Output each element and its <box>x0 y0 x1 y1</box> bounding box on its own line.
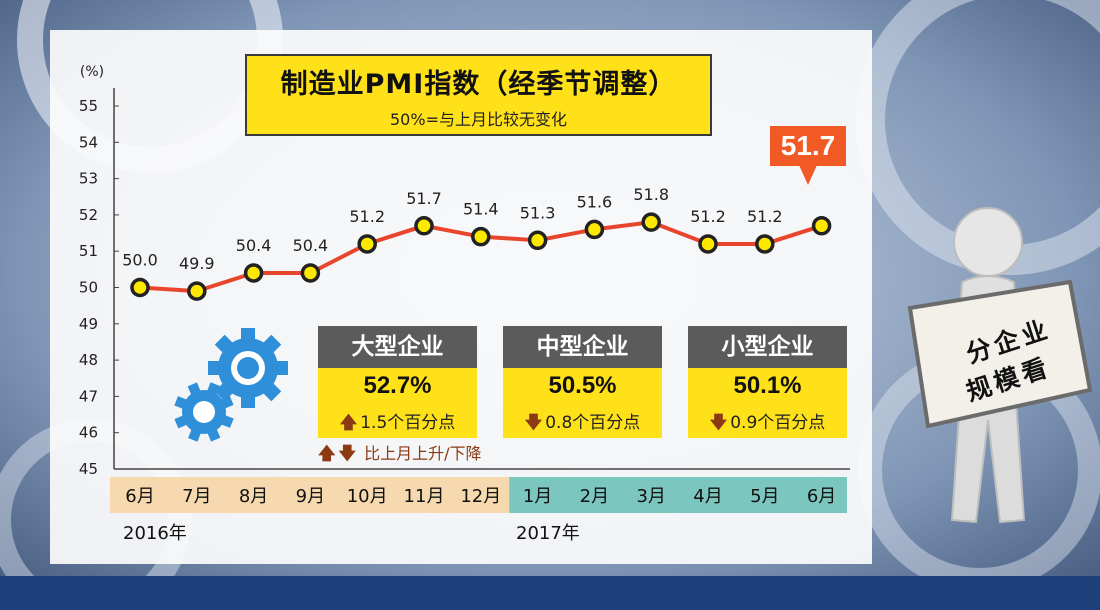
up-arrow-icon: 🡅 <box>318 444 336 464</box>
gear-tooth <box>206 382 220 396</box>
gear-tooth <box>174 415 188 429</box>
y-tick-label: 45 <box>79 460 98 478</box>
data-point <box>698 234 718 254</box>
down-arrow-icon: 🡇 <box>524 413 543 433</box>
y-tick-label: 50 <box>79 279 98 297</box>
highlight-value-callout: 51.7 <box>770 126 846 166</box>
data-label: 51.2 <box>747 207 783 226</box>
gear-tooth <box>174 396 188 410</box>
person-holding-sign-icon <box>907 207 1093 524</box>
data-point <box>811 216 832 236</box>
data-label: 51.4 <box>463 200 499 219</box>
x-tick-label: 3月 <box>636 486 665 507</box>
x-tick-label: 5月 <box>750 486 779 507</box>
year-label-2017: 2017年 <box>516 523 580 544</box>
legend-note-text: 比上月上升/下降 <box>364 444 482 463</box>
data-label: 51.8 <box>633 185 669 204</box>
y-tick-label: 46 <box>79 424 98 442</box>
down-arrow-icon: 🡇 <box>338 444 356 464</box>
gear-tooth <box>241 328 255 342</box>
gear-tooth <box>241 394 255 408</box>
data-label: 51.2 <box>349 207 385 226</box>
gear-tooth <box>220 414 234 428</box>
y-tick-label: 51 <box>79 242 98 260</box>
x-tick-label: 6月 <box>125 486 154 507</box>
card-title: 中型企业 <box>503 326 662 368</box>
chart-subtitle: 50%=与上月比较无变化 <box>390 110 567 129</box>
card-value: 50.1% <box>733 372 802 399</box>
gear-tooth <box>207 428 221 442</box>
card-change: 1.5个百分点 <box>360 413 456 433</box>
data-point <box>584 219 605 240</box>
card-title: 小型企业 <box>688 326 847 368</box>
x-tick-label: 10月 <box>347 486 388 507</box>
data-label: 50.4 <box>236 236 272 255</box>
y-tick-label: 55 <box>79 97 98 115</box>
y-tick-label: 47 <box>79 387 98 405</box>
data-label: 51.6 <box>577 192 613 211</box>
data-point <box>641 212 661 232</box>
x-tick-label: 6月 <box>807 486 836 507</box>
card-value: 50.5% <box>548 372 617 399</box>
data-point <box>357 234 377 254</box>
gear-tooth <box>188 428 202 442</box>
gear-icon <box>174 328 288 442</box>
y-axis-unit: (%) <box>80 64 104 80</box>
up-arrow-icon: 🡅 <box>339 413 358 433</box>
card-change: 0.8个百分点 <box>545 413 641 433</box>
y-tick-label: 54 <box>79 133 98 151</box>
x-tick-label: 1月 <box>523 486 552 507</box>
data-point <box>414 216 434 236</box>
y-tick-label: 53 <box>79 170 98 188</box>
y-tick-label: 48 <box>79 351 98 369</box>
gear-tooth <box>187 382 201 396</box>
data-label: 50.4 <box>293 236 329 255</box>
gear-tooth <box>274 361 288 375</box>
gear-tooth <box>220 395 234 409</box>
x-tick-label: 12月 <box>460 486 501 507</box>
data-label: 50.0 <box>122 251 158 270</box>
y-tick-label: 52 <box>79 206 98 224</box>
data-point <box>243 263 264 283</box>
year-label-2016: 2016年 <box>123 523 187 544</box>
data-point <box>471 226 491 247</box>
year-band-2016 <box>110 477 510 513</box>
year-band-2017 <box>509 477 847 513</box>
card-change: 0.9个百分点 <box>730 413 826 433</box>
legend-note: 🡅 🡇 比上月上升/下降 <box>318 440 481 470</box>
card-small-enterprise: 小型企业 50.1% 🡇 0.9个百分点 <box>688 326 847 438</box>
data-label: 49.9 <box>179 254 215 273</box>
card-title: 大型企业 <box>318 326 477 368</box>
data-point <box>130 277 150 298</box>
data-point <box>755 234 775 254</box>
data-label: 51.7 <box>406 189 442 208</box>
down-arrow-icon: 🡇 <box>709 413 728 433</box>
card-value: 52.7% <box>363 372 432 399</box>
y-tick-label: 49 <box>79 315 98 333</box>
data-point <box>527 230 548 251</box>
x-tick-label: 9月 <box>296 486 325 507</box>
data-label: 51.2 <box>690 207 726 226</box>
data-label: 51.3 <box>520 203 556 222</box>
data-point <box>300 263 321 283</box>
x-tick-label: 8月 <box>239 486 268 507</box>
chart-title-box: 制造业PMI指数（经季节调整） 50%=与上月比较无变化 <box>245 54 712 136</box>
card-large-enterprise: 大型企业 52.7% 🡅 1.5个百分点 <box>318 326 477 438</box>
gear-tooth <box>208 361 222 375</box>
x-tick-label: 11月 <box>404 486 445 507</box>
x-tick-label: 2月 <box>580 486 609 507</box>
card-medium-enterprise: 中型企业 50.5% 🡇 0.8个百分点 <box>503 326 662 438</box>
data-point <box>187 281 207 301</box>
chart-title: 制造业PMI指数（经季节调整） <box>280 69 677 100</box>
x-tick-label: 7月 <box>182 486 211 507</box>
x-tick-label: 4月 <box>693 486 722 507</box>
callout-pointer <box>799 165 817 185</box>
